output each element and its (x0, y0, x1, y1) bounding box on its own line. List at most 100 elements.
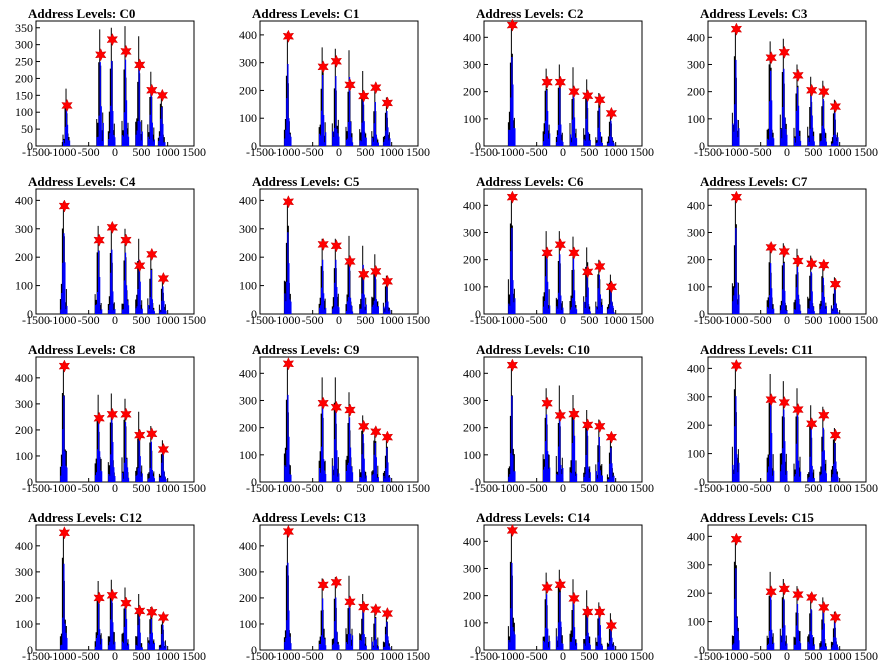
chart-panel: Address Levels: C6 0 100 200 300 400 -1500 -100… (448, 168, 672, 336)
x-tick-label: -500 (78, 481, 100, 495)
plot-frame (259, 188, 419, 315)
peak-star-marker (594, 605, 606, 619)
peak-star-marker (568, 591, 580, 605)
histogram-blue-spike (569, 419, 578, 482)
x-tick-label: 500 (580, 481, 598, 495)
histogram-blue-spike (284, 562, 292, 650)
histogram-blue-spike (359, 434, 367, 482)
peak-star-marker (58, 526, 71, 540)
histogram-blue-spike (607, 120, 615, 146)
x-tick-label: 1000 (828, 649, 852, 663)
y-tick-label: 400 (463, 30, 481, 44)
histogram-blue-spike (383, 286, 391, 314)
histogram-blue-spike (807, 271, 815, 314)
histogram-blue-spike (607, 285, 615, 314)
histogram-blue-spike (94, 419, 103, 482)
peak-star-marker (120, 44, 132, 59)
peak-star-marker (344, 78, 356, 92)
chart-panel: Address Levels: C14 0 100 200 300 400 -1500 -10… (448, 504, 672, 672)
peak-star-marker (805, 257, 818, 271)
chart-svg: 0 100 200 300 400 -1500-1000 -500 0 500 1000 1500 (463, 188, 654, 327)
histogram-blue-spike (819, 99, 827, 146)
x-tick-label: -1000 (720, 649, 748, 663)
y-tick-label: 200 (239, 591, 257, 605)
histogram-blue-spike (345, 77, 354, 146)
histogram-blue-spike (819, 277, 827, 314)
histogram-blue-spike (807, 426, 815, 482)
x-tick-label: 1500 (182, 649, 206, 663)
peak-star-marker (370, 81, 382, 95)
y-tick-label: 100 (239, 617, 257, 631)
x-tick-label: 500 (580, 313, 598, 327)
x-tick-label: 1000 (380, 313, 404, 327)
peak-star-marker (146, 605, 158, 619)
histogram-blue-spike (284, 232, 292, 314)
peak-star-marker (581, 605, 594, 619)
chart-svg: 0 100 200 300 400 -1500-1000 -500 0 500 1000 1500 (239, 20, 430, 159)
x-tick-label: 500 (132, 145, 150, 159)
histogram-blue-spike (793, 414, 802, 482)
peak-star-marker (818, 408, 830, 422)
x-tick-label: 500 (132, 481, 150, 495)
histogram-blue-spike (807, 609, 815, 650)
peak-star-marker (330, 239, 343, 253)
peak-star-marker (106, 220, 119, 234)
y-tick-label: 400 (687, 529, 705, 543)
chart-panel: Address Levels: C4 0 100 200 300 400 -1500 -100… (0, 168, 224, 336)
y-tick-label: 400 (15, 193, 33, 207)
x-tick-label: 1500 (630, 481, 654, 495)
peak-star-marker (568, 85, 580, 99)
y-tick-label: 300 (687, 225, 705, 239)
y-tick-label: 0 (27, 307, 33, 321)
y-tick-label: 100 (687, 280, 705, 294)
peak-star-marker (106, 32, 119, 47)
peak-star-marker (133, 428, 146, 442)
peak-star-marker (61, 98, 73, 113)
x-tick-label: -1000 (272, 481, 300, 495)
y-tick-label: 200 (687, 85, 705, 99)
y-tick-label: 200 (15, 71, 33, 85)
histogram-blue-spike (542, 414, 551, 482)
peak-star-marker (282, 357, 295, 371)
y-tick-label: 100 (687, 112, 705, 126)
x-tick-label: -1500 (246, 649, 274, 663)
peak-star-marker (317, 237, 329, 252)
histogram-blue-spike (94, 250, 103, 314)
x-tick-label: 500 (356, 649, 374, 663)
y-tick-label: 400 (463, 534, 481, 548)
x-tick-label: -1500 (694, 481, 722, 495)
histogram-blue-spike (332, 597, 340, 650)
x-tick-label: 500 (804, 481, 822, 495)
y-tick-label: 200 (239, 421, 257, 435)
peak-star-marker (120, 233, 132, 247)
histogram-blue-spike (780, 263, 788, 314)
x-tick-label: -1500 (470, 481, 498, 495)
chart-title: Address Levels: C7 (700, 174, 808, 189)
peak-star-marker (829, 277, 842, 291)
histogram-blue-spike (159, 452, 167, 482)
x-tick-label: -500 (750, 313, 772, 327)
peak-star-marker (581, 265, 594, 279)
peak-star-marker (541, 396, 553, 410)
chart-panel: Address Levels: C7 0 100 200 300 400 -1500 -100… (672, 168, 896, 336)
plot-frame (259, 20, 419, 147)
x-tick-label: 0 (560, 145, 566, 159)
peak-star-marker (120, 596, 132, 610)
histogram-blue-spike (831, 112, 839, 146)
x-tick-label: 1000 (156, 313, 180, 327)
peak-star-marker (554, 75, 567, 89)
chart-panel: Address Levels: C13 0 100 200 300 400 -1500 -10… (224, 504, 448, 672)
x-tick-label: -500 (750, 649, 772, 663)
x-tick-label: -1000 (48, 313, 76, 327)
histogram-blue-spike (793, 604, 802, 650)
y-tick-label: 0 (27, 475, 33, 489)
y-tick-label: 100 (15, 105, 33, 119)
x-tick-label: -1000 (272, 649, 300, 663)
y-tick-label: 200 (15, 250, 33, 264)
x-tick-label: -1500 (694, 145, 722, 159)
histogram-blue-spike (135, 66, 143, 146)
y-tick-label: 0 (699, 307, 705, 321)
histogram-blue-spike (607, 623, 615, 650)
x-tick-label: -500 (750, 481, 772, 495)
histogram-blue-spike (583, 430, 591, 482)
